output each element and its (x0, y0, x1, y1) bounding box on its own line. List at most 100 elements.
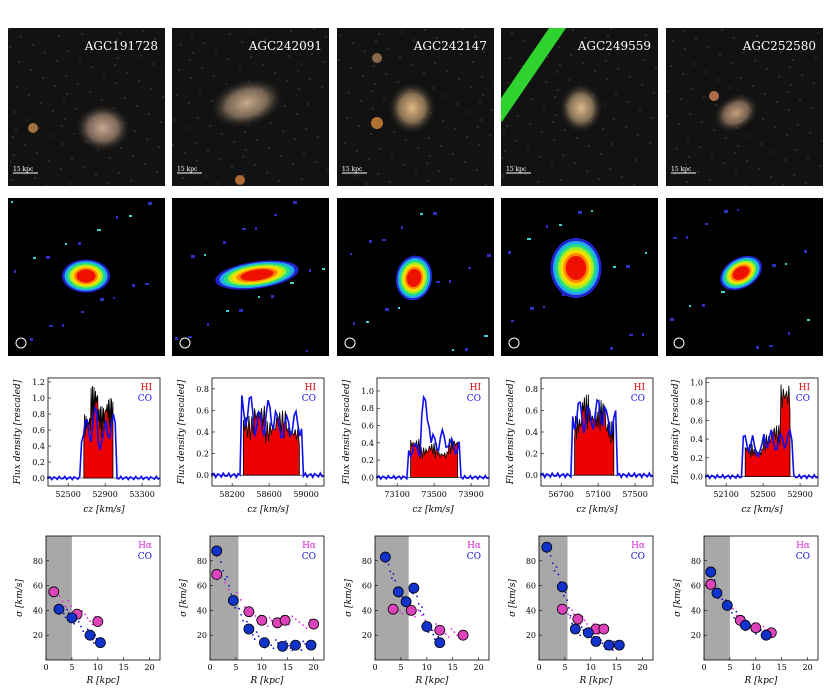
pixel-dispersion-point (93, 642, 95, 644)
co-point (66, 612, 78, 624)
x-tick-label: 15 (612, 663, 622, 672)
pixel-dispersion-point (305, 627, 308, 629)
x-axis-label: R [kpc] (250, 676, 284, 686)
pixel-dispersion-point (571, 622, 573, 625)
pixel-dispersion-point (413, 615, 416, 618)
co-spectrum (47, 405, 161, 481)
legend-co: CO (138, 394, 152, 404)
pixel-dispersion-point (73, 622, 76, 625)
y-tick-label: 0.4 (32, 442, 45, 451)
pixel-dispersion-point (721, 598, 724, 601)
x-axis-label: cz [km/s] (741, 505, 783, 515)
pixel-dispersion-point (291, 649, 294, 652)
x-tick-label: 5 (69, 663, 74, 672)
x-tick-label: 0 (701, 663, 706, 672)
galaxy-optical (209, 77, 285, 129)
x-tick-label: 58600 (256, 490, 281, 499)
co-point (227, 595, 239, 606)
halpha-point (434, 624, 446, 636)
x-tick-label: 5 (562, 663, 567, 672)
pixel-dispersion-point (70, 605, 73, 607)
y-axis-label: Flux density [rescaled] (13, 379, 23, 485)
halpha-point (705, 578, 717, 590)
pixel-dispersion-point (302, 624, 304, 627)
pixel-dispersion-point (246, 620, 248, 623)
optical-image-agc191728: AGC191728 15 kpc (8, 28, 165, 186)
halpha-point (387, 603, 399, 615)
y-tick-label: 1.0 (361, 387, 374, 396)
x-tick-label: 5 (727, 663, 732, 672)
x-tick-label: 52500 (750, 490, 775, 499)
y-tick-label: 80 (526, 557, 536, 566)
pixel-dispersion-point (390, 577, 393, 580)
pixel-dispersion-point (557, 573, 560, 576)
y-tick-label: 40 (526, 606, 536, 615)
y-axis-label: σ [km/s] (15, 579, 25, 617)
pixel-dispersion-point (444, 633, 447, 635)
pixel-dispersion-point (219, 561, 222, 563)
x-tick-label: 20 (474, 663, 484, 672)
y-axis-label: Flux density [rescaled] (177, 379, 187, 485)
co-spectrum (211, 395, 325, 480)
pixel-dispersion-point (77, 620, 80, 623)
x-tick-label: 57100 (585, 490, 610, 499)
pixel-dispersion-point (389, 570, 392, 573)
co-point (408, 582, 420, 594)
pixel-dispersion-point (447, 636, 450, 638)
pixel-dispersion-point (401, 595, 404, 598)
x-tick-label: 15 (119, 663, 129, 672)
x-tick-label: 10 (93, 663, 103, 672)
pixel-dispersion-point (257, 635, 260, 638)
optical-image-agc242091: AGC242091 15 kpc (172, 28, 329, 186)
co-point (569, 623, 581, 635)
pixel-dispersion-point (733, 616, 736, 619)
pixel-dispersion-point (563, 594, 565, 597)
co-point (421, 621, 433, 632)
pixel-dispersion-point (253, 638, 256, 640)
y-tick-label: 0.2 (525, 450, 538, 459)
beam-ellipse (673, 337, 685, 349)
y-tick-label: 0.2 (361, 456, 374, 465)
x-axis-label: R [kpc] (415, 676, 449, 686)
beam-ellipse (15, 337, 27, 349)
spectrum-agc191728: 0.0 0.2 0.4 0.6 0.8 1.0 1.2 52500 52900 53300 HICO… (13, 377, 161, 515)
x-axis-label: R [kpc] (744, 676, 778, 686)
x-tick-label: 0 (372, 663, 377, 672)
pixel-dispersion-point (66, 608, 68, 611)
halpha-point (211, 569, 223, 580)
legend-hi: HI (305, 383, 317, 393)
pixel-dispersion-point (731, 607, 734, 610)
beam-ellipse (179, 337, 191, 349)
pixel-dispersion-point (91, 623, 94, 626)
x-tick-label: 0 (207, 663, 212, 672)
halpha-point (256, 614, 268, 626)
halpha-point (598, 623, 610, 635)
pixel-dispersion-point (62, 612, 65, 615)
galaxy-name-label: AGC242091 (248, 39, 322, 53)
pixel-dispersion-point (401, 612, 404, 615)
pixel-dispersion-point (254, 615, 257, 617)
y-tick-label: 0.6 (361, 422, 374, 431)
pixel-dispersion-point (291, 615, 294, 618)
pixel-dispersion-point (255, 631, 258, 633)
pixel-dispersion-point (566, 599, 569, 602)
pixel-dispersion-point (274, 639, 277, 641)
pixel-dispersion-point (288, 644, 290, 647)
scale-bar-label: 15 kpc (177, 166, 198, 173)
x-tick-label: 20 (638, 663, 648, 672)
y-tick-label: 0.6 (525, 406, 538, 415)
pixel-dispersion-point (586, 623, 588, 625)
pixel-dispersion-point (284, 640, 287, 642)
beam-shaded-region (46, 536, 72, 660)
co-point (711, 587, 723, 599)
y-tick-label: 0.4 (361, 439, 374, 448)
x-tick-label: 52900 (92, 490, 117, 499)
legend-halpha: Hα (302, 541, 316, 551)
y-tick-label: 60 (33, 582, 43, 591)
legend-hi: HI (634, 383, 646, 393)
x-tick-label: 20 (803, 663, 813, 672)
legend-co: CO (631, 394, 645, 404)
